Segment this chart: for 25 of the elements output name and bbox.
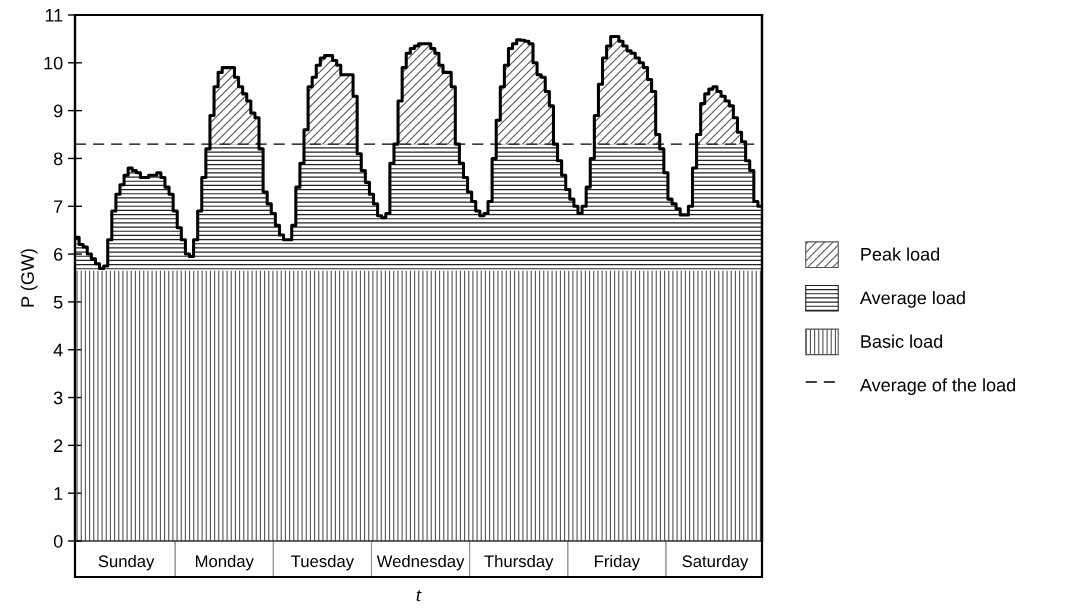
- y-tick-label: 8: [53, 152, 63, 166]
- x-tick-label: Saturday: [682, 554, 749, 571]
- y-tick-label: 11: [45, 9, 63, 22]
- legend-label: Average load: [859, 291, 965, 308]
- x-tick-label: Tuesday: [291, 554, 355, 571]
- x-axis-title: t: [416, 590, 422, 602]
- y-tick-label: 2: [54, 439, 63, 452]
- y-axis-title: P (GW): [20, 249, 38, 307]
- legend-label: Average of the load: [859, 378, 1016, 396]
- y-tick-label: 6: [54, 248, 63, 261]
- y-tick-label: 4: [53, 343, 63, 357]
- legend-label: Basic load: [861, 334, 943, 348]
- x-tick-label: Monday: [195, 554, 254, 571]
- y-tick-label: 3: [53, 391, 63, 405]
- x-tick-label: Friday: [595, 554, 640, 571]
- y-tick-label: 5: [53, 296, 63, 309]
- y-tick-label: 10: [44, 56, 63, 70]
- y-tick-label: 0: [53, 534, 63, 548]
- y-tick-label: 7: [54, 200, 63, 213]
- x-tick-label: Wednesday: [376, 554, 465, 571]
- x-tick-label: Thursday: [484, 554, 554, 571]
- legend-label: Peak load: [861, 247, 940, 261]
- x-tick-label: Sunday: [98, 554, 155, 571]
- y-tick-label: 1: [54, 487, 63, 500]
- y-tick-label: 9: [54, 104, 63, 118]
